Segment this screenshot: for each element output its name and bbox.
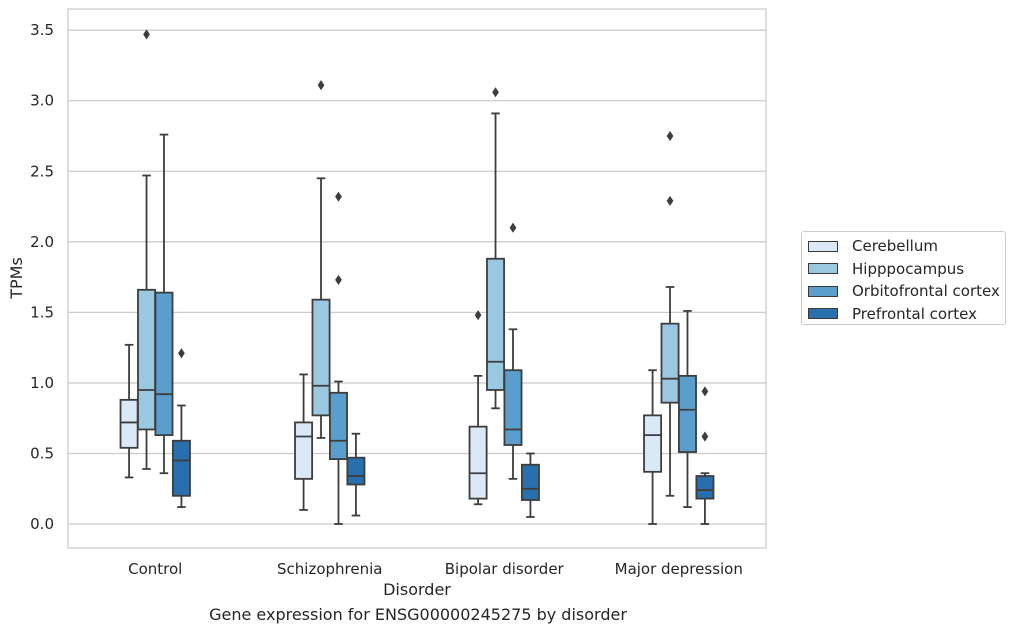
outlier-point [143, 29, 150, 40]
y-tick-label: 0.0 [30, 515, 54, 533]
box-iqr [171, 439, 191, 497]
box-hipppocampus [660, 130, 680, 497]
outlier-point [178, 348, 185, 359]
legend-item: Orbitofrontal cortex [808, 280, 1005, 303]
outlier-point [335, 191, 342, 202]
y-tick-label: 2.0 [30, 233, 54, 251]
outlier-point [666, 195, 674, 206]
box-iqr [678, 374, 697, 453]
box-prefrontal-cortex [346, 432, 366, 517]
outlier-point [701, 386, 709, 397]
x-tick-label: Schizophrenia [277, 560, 382, 578]
box-iqr [294, 421, 314, 480]
box-iqr [137, 288, 156, 431]
box-iqr [486, 257, 505, 391]
x-tick-labels: Control Schizophrenia Bipolar disorder Majo… [128, 560, 743, 578]
outlier-point [509, 222, 517, 233]
outlier-point [474, 310, 482, 321]
box-iqr [468, 425, 488, 500]
outlier-point [666, 130, 674, 142]
box-prefrontal-cortex [695, 386, 715, 525]
box-cerebellum [119, 343, 139, 479]
x-tick-label: Bipolar disorder [445, 560, 565, 578]
x-axis-label: Disorder [383, 580, 451, 599]
y-tick-labels: 0.0 0.5 1.0 1.5 2.0 2.5 3.0 3.5 [30, 21, 54, 533]
legend-label: Hipppocampus [852, 259, 965, 278]
box-prefrontal-cortex [171, 348, 191, 508]
legend-swatch [808, 285, 838, 297]
legend-swatch [808, 263, 838, 275]
box-iqr [660, 322, 680, 404]
box-cerebellum [468, 310, 488, 506]
legend-label: Prefrontal cortex [852, 304, 977, 323]
y-tick-label: 3.5 [30, 21, 54, 39]
box-hipppocampus [486, 87, 505, 410]
box-iqr [329, 391, 348, 461]
x-tick-label: Control [128, 560, 182, 578]
legend-item: Hipppocampus [808, 258, 1005, 281]
legend-swatch [808, 240, 838, 252]
box-iqr [154, 291, 174, 437]
legend-item: Cerebellum [808, 235, 1005, 258]
y-tick-label: 0.5 [30, 444, 54, 462]
box-iqr [503, 369, 523, 446]
box-orbitofrontal-cortex [503, 222, 523, 480]
box-iqr [346, 456, 366, 486]
legend-item: Prefrontal cortex [808, 303, 1005, 326]
box-cerebellum [643, 369, 663, 525]
y-tick-label: 2.5 [30, 162, 54, 180]
y-axis-label: TPMs [7, 257, 26, 300]
box-cerebellum [294, 373, 314, 511]
box-groups [119, 29, 715, 525]
outlier-point [335, 274, 342, 285]
legend-swatch [808, 308, 838, 320]
y-tick-label: 1.5 [30, 303, 54, 321]
box-orbitofrontal-cortex [154, 133, 174, 475]
chart-caption: Gene expression for ENSG00000245275 by d… [209, 605, 627, 624]
box-iqr [520, 463, 540, 501]
box-orbitofrontal-cortex [678, 310, 697, 508]
outlier-point [701, 431, 709, 442]
box-iqr [311, 298, 331, 417]
outlier-point [492, 87, 499, 98]
legend-label: Cerebellum [852, 237, 938, 256]
box-iqr [695, 475, 715, 500]
outlier-point [317, 80, 325, 91]
box-orbitofrontal-cortex [329, 191, 348, 525]
y-tick-label: 1.0 [30, 374, 54, 392]
legend: Cerebellum Hipppocampus Orbitofrontal cort… [801, 231, 1006, 325]
box-iqr [119, 398, 139, 449]
y-tick-label: 3.0 [30, 92, 54, 110]
box-prefrontal-cortex [520, 452, 540, 518]
box-iqr [643, 414, 663, 473]
box-hipppocampus [311, 80, 331, 439]
legend-label: Orbitofrontal cortex [852, 282, 1000, 301]
x-tick-label: Major depression [615, 560, 743, 578]
